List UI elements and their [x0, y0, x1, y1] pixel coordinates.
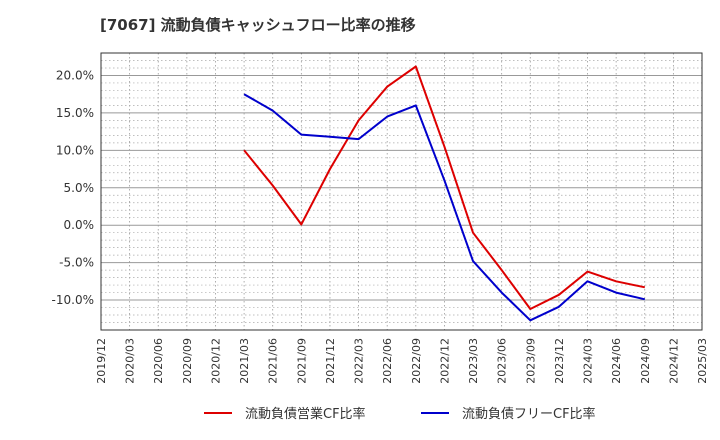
- x-tick-label: 2020/06: [152, 338, 165, 384]
- x-tick-label: 2024/12: [667, 338, 680, 384]
- x-tick-label: 2022/12: [438, 338, 451, 384]
- x-tick-label: 2023/03: [467, 338, 480, 384]
- x-tick-label: 2020/12: [209, 338, 222, 384]
- x-tick-label: 2020/09: [181, 338, 194, 384]
- y-tick-label: 10.0%: [56, 143, 94, 157]
- y-tick-label: 20.0%: [56, 68, 94, 82]
- x-tick-label: 2022/03: [353, 338, 366, 384]
- y-tick-label: -10.0%: [52, 293, 94, 307]
- x-tick-label: 2024/06: [610, 338, 623, 384]
- y-tick-label: 0.0%: [64, 218, 95, 232]
- series-line-1: [243, 65, 646, 310]
- y-tick-label: 5.0%: [64, 181, 95, 195]
- x-tick-label: 2023/09: [524, 338, 537, 384]
- x-tick-label: 2024/09: [639, 338, 652, 384]
- x-tick-label: 2025/03: [696, 338, 709, 384]
- legend-label-1: 流動負債営業CF比率: [245, 406, 366, 422]
- x-tick-label: 2023/12: [553, 338, 566, 384]
- x-tick-label: 2022/09: [410, 338, 423, 384]
- x-tick-label: 2022/06: [381, 338, 394, 384]
- x-tick-label: 2020/03: [124, 338, 137, 384]
- y-tick-label: -5.0%: [59, 256, 94, 270]
- plot-border: [100, 52, 703, 331]
- chart-title: [7067] 流動負債キャッシュフロー比率の推移: [100, 16, 416, 34]
- plot-area: [101, 53, 702, 330]
- x-tick-label: 2021/09: [295, 338, 308, 384]
- x-tick-label: 2021/03: [238, 338, 251, 384]
- legend-label-2: 流動負債フリーCF比率: [462, 406, 596, 422]
- y-tick-label: 15.0%: [56, 106, 94, 120]
- x-tick-label: 2021/06: [267, 338, 280, 384]
- x-tick-label: 2023/06: [496, 338, 509, 384]
- series-line-2: [243, 93, 646, 322]
- x-tick-label: 2024/03: [582, 338, 595, 384]
- x-tick-label: 2019/12: [95, 338, 108, 384]
- x-tick-label: 2021/12: [324, 338, 337, 384]
